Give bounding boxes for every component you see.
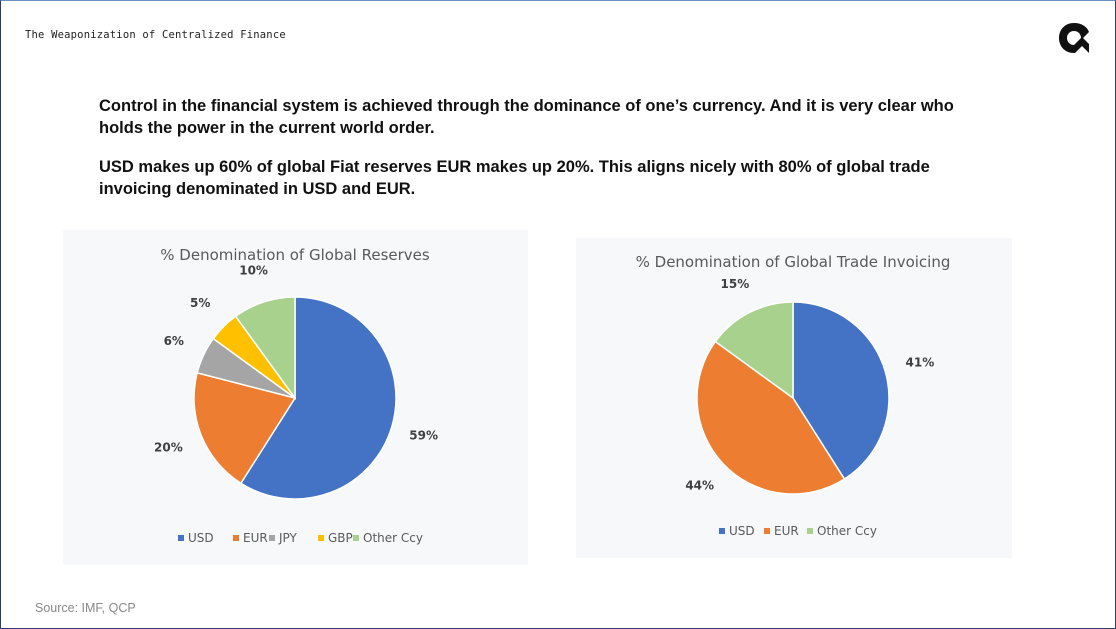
legend-label-jpy: JPY: [278, 531, 298, 545]
data-label-other-ccy: 10%: [239, 264, 268, 278]
legend-label-usd: USD: [188, 531, 214, 545]
chart-title: % Denomination of Global Trade Invoicing: [636, 253, 951, 271]
legend-label-usd: USD: [729, 524, 755, 538]
pie-slice-eur: [193, 371, 297, 485]
deck-title: The Weaponization of Centralized Finance: [25, 29, 286, 41]
pie-slice-other-ccy: [714, 301, 794, 400]
legend-label-eur: EUR: [243, 531, 268, 545]
legend-label-gbp: GBP: [328, 531, 353, 545]
chart-title: % Denomination of Global Reserves: [160, 246, 430, 264]
data-label-usd: 41%: [906, 355, 935, 369]
legend-swatch-eur: [764, 528, 770, 534]
legend-label-other-ccy: Other Ccy: [363, 531, 423, 545]
q-logo-icon: [1059, 23, 1089, 53]
legend-swatch-jpy: [269, 535, 275, 541]
legend-label-other-ccy: Other Ccy: [817, 524, 877, 538]
legend-swatch-eur: [233, 535, 239, 541]
data-label-gbp: 5%: [190, 296, 210, 310]
reserves-pie-chart: % Denomination of Global Reserves 59% 20%…: [154, 246, 438, 545]
data-label-jpy: 6%: [164, 334, 184, 348]
trade-invoicing-chart-panel: % Denomination of Global Trade Invoicing…: [576, 238, 1012, 558]
data-label-eur: 44%: [685, 479, 714, 493]
legend-swatch-other-ccy: [353, 535, 359, 541]
legend-swatch-gbp: [318, 535, 324, 541]
legend-swatch-usd: [719, 528, 725, 534]
paragraph-currency-dominance: Control in the financial system is achie…: [99, 97, 954, 137]
paragraph-reserves-share: USD makes up 60% of global Fiat reserves…: [99, 158, 930, 198]
legend-label-eur: EUR: [774, 524, 799, 538]
data-label-other-ccy: 15%: [721, 277, 750, 291]
trade-invoicing-pie-chart: % Denomination of Global Trade Invoicing…: [636, 253, 951, 538]
pie-slice-other-ccy: [234, 296, 296, 401]
legend-swatch-usd: [178, 535, 184, 541]
data-label-usd: 59%: [409, 428, 438, 442]
pie-slice-eur: [696, 340, 846, 495]
legend-swatch-other-ccy: [807, 528, 813, 534]
data-label-eur: 20%: [154, 440, 183, 454]
pie-slice-usd: [239, 296, 397, 500]
reserves-chart-panel: % Denomination of Global Reserves 59% 20%…: [63, 230, 528, 565]
source-note: Source: IMF, QCP: [35, 601, 136, 615]
